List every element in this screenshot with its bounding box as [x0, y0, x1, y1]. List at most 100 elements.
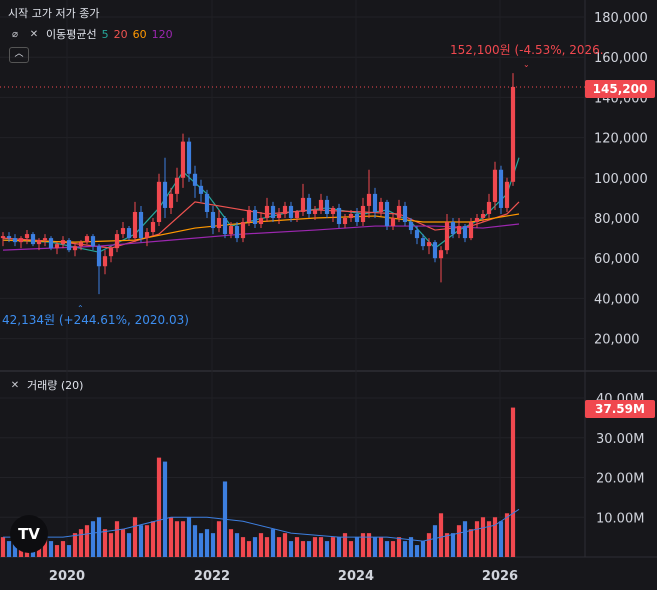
- candle-body: [366, 193, 372, 206]
- candle-body: [420, 238, 426, 247]
- close-icon[interactable]: ✕: [29, 28, 39, 40]
- candle-body: [408, 222, 414, 231]
- moving-average-lines: [2, 157, 520, 253]
- candle-body: [204, 193, 210, 212]
- volume-bar: [78, 529, 84, 557]
- volume-bar: [408, 537, 414, 557]
- ma5-line: [2, 157, 520, 253]
- candle-body: [384, 201, 390, 227]
- price-tick-label: 20,000: [594, 333, 640, 348]
- volume-bar: [54, 545, 60, 557]
- volume-bar: [342, 533, 348, 557]
- volume-bar: [198, 533, 204, 557]
- candle-body: [324, 199, 330, 214]
- volume-bar: [396, 537, 402, 557]
- volume-bar: [246, 541, 252, 557]
- collapse-legend-button[interactable]: ︿: [9, 46, 29, 63]
- ma60-label: 60: [132, 27, 147, 41]
- volume-bar: [42, 537, 48, 557]
- candle-body: [222, 218, 228, 235]
- candle-body: [54, 244, 60, 249]
- candle-body: [486, 201, 492, 214]
- volume-bar: [216, 521, 222, 557]
- candle-body: [78, 242, 84, 247]
- volume-bar: [288, 541, 294, 557]
- candle-body: [498, 169, 504, 208]
- volume-bar: [366, 533, 372, 557]
- volume-bar: [0, 537, 6, 557]
- candle-body: [246, 209, 252, 223]
- candle-body: [378, 201, 384, 212]
- volume-bar: [66, 545, 72, 557]
- candle-body: [114, 234, 120, 249]
- volume-bar: [402, 541, 408, 557]
- volume-bar: [306, 541, 312, 557]
- volume-bar: [150, 521, 156, 557]
- candle-body: [402, 205, 408, 223]
- volume-bar: [444, 533, 450, 557]
- close-icon[interactable]: ✕: [10, 379, 20, 391]
- candle-body: [438, 250, 444, 259]
- volume-bar: [234, 533, 240, 557]
- candle-body: [342, 218, 348, 225]
- candle-body: [330, 207, 336, 214]
- grid: [0, 0, 657, 558]
- candle-body: [390, 218, 396, 227]
- volume-bar: [438, 513, 444, 557]
- candle-body: [276, 213, 282, 218]
- volume-bar: [114, 521, 120, 557]
- candle-body: [150, 222, 156, 233]
- volume-bar: [384, 541, 390, 557]
- candle-body: [240, 222, 246, 239]
- volume-bar: [420, 541, 426, 557]
- candle-body: [450, 222, 456, 235]
- candle-body: [228, 226, 234, 235]
- volume-bar: [372, 537, 378, 557]
- volume-bar: [498, 521, 504, 557]
- candle-body: [180, 141, 186, 178]
- volume-bar: [12, 541, 18, 557]
- volume-bar: [228, 529, 234, 557]
- time-tick-label: 2026: [482, 569, 518, 584]
- volume-legend: ✕ 거래량 (20): [8, 377, 84, 393]
- price-tick-label: 40,000: [594, 292, 640, 307]
- volume-bar: [360, 533, 366, 557]
- visibility-icon[interactable]: ⌀: [11, 28, 19, 40]
- candle-body: [30, 234, 36, 245]
- candle-body: [504, 181, 510, 208]
- candle-body: [192, 173, 198, 186]
- candle-body: [294, 211, 300, 218]
- volume-bar: [120, 529, 126, 557]
- candle-body: [84, 236, 90, 243]
- volume-bar: [264, 537, 270, 557]
- candle-body: [480, 213, 486, 218]
- volume-bar: [138, 525, 144, 557]
- candle-body: [156, 181, 162, 223]
- volume-bar: [48, 541, 54, 557]
- volume-bars: [0, 407, 520, 557]
- high-annotation: 152,100원 (-4.53%, 2026.: [450, 43, 604, 57]
- volume-bar: [456, 525, 462, 557]
- volume-bar: [300, 541, 306, 557]
- ma5-label: 5: [101, 27, 109, 41]
- volume-bar: [474, 521, 480, 557]
- candle-body: [168, 193, 174, 208]
- candle-body: [300, 197, 306, 212]
- candle-body: [60, 240, 66, 245]
- volume-bar: [450, 533, 456, 557]
- volume-bar: [36, 545, 42, 557]
- candle-body: [138, 211, 144, 239]
- candle-body: [120, 228, 126, 235]
- candle-body: [96, 246, 102, 267]
- time-tick-label: 2020: [49, 569, 85, 584]
- candle-body: [288, 205, 294, 218]
- ohlc-legend: 시작 고가 저가 종가: [8, 5, 99, 21]
- candle-body: [198, 185, 204, 194]
- axes: 180,000160,000140,000120,000100,00080,00…: [2, 11, 648, 584]
- volume-bar: [390, 541, 396, 557]
- last-volume-tag: 37.59M: [585, 400, 655, 418]
- candle-body: [72, 246, 78, 251]
- volume-bar: [60, 541, 66, 557]
- volume-bar: [378, 537, 384, 557]
